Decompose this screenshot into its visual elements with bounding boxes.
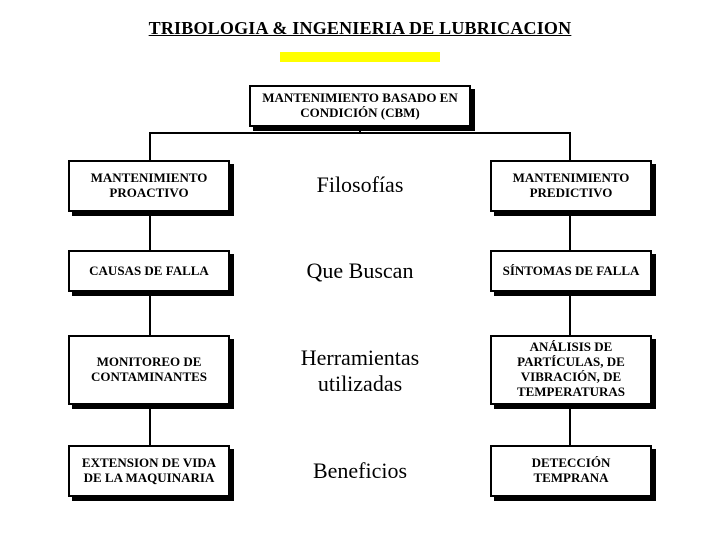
node-right-2: ANÁLISIS DE PARTÍCULAS, DE VIBRACIÓN, DE… <box>490 335 652 405</box>
page-title-wrap: TRIBOLOGIA & INGENIERIA DE LUBRICACION <box>0 18 720 39</box>
node-left-1-label: CAUSAS DE FALLA <box>89 264 209 279</box>
node-left-0-label: MANTENIMIENTO PROACTIVO <box>76 171 222 201</box>
center-label-1: Que Buscan <box>270 258 450 284</box>
connector-top-v <box>359 127 361 134</box>
node-right-0-label: MANTENIMIENTO PREDICTIVO <box>498 171 644 201</box>
node-left-3-label: EXTENSION DE VIDA DE LA MAQUINARIA <box>76 456 222 486</box>
node-top-label: MANTENIMIENTO BASADO EN CONDICIÓN (CBM) <box>257 91 463 121</box>
center-label-0: Filosofías <box>270 172 450 198</box>
node-right-1-label: SÍNTOMAS DE FALLA <box>503 264 640 279</box>
accent-bar <box>280 52 440 62</box>
center-label-2: Herramientas utilizadas <box>270 345 450 397</box>
node-left-3: EXTENSION DE VIDA DE LA MAQUINARIA <box>68 445 230 497</box>
node-top-cbm: MANTENIMIENTO BASADO EN CONDICIÓN (CBM) <box>249 85 471 127</box>
node-right-0: MANTENIMIENTO PREDICTIVO <box>490 160 652 212</box>
node-right-3: DETECCIÓN TEMPRANA <box>490 445 652 497</box>
node-left-1: CAUSAS DE FALLA <box>68 250 230 292</box>
page-title: TRIBOLOGIA & INGENIERIA DE LUBRICACION <box>149 18 572 39</box>
node-right-3-label: DETECCIÓN TEMPRANA <box>498 456 644 486</box>
center-label-3: Beneficios <box>270 458 450 484</box>
node-left-0: MANTENIMIENTO PROACTIVO <box>68 160 230 212</box>
node-left-2: MONITOREO DE CONTAMINANTES <box>68 335 230 405</box>
node-right-1: SÍNTOMAS DE FALLA <box>490 250 652 292</box>
node-right-2-label: ANÁLISIS DE PARTÍCULAS, DE VIBRACIÓN, DE… <box>498 340 644 400</box>
node-left-2-label: MONITOREO DE CONTAMINANTES <box>76 355 222 385</box>
